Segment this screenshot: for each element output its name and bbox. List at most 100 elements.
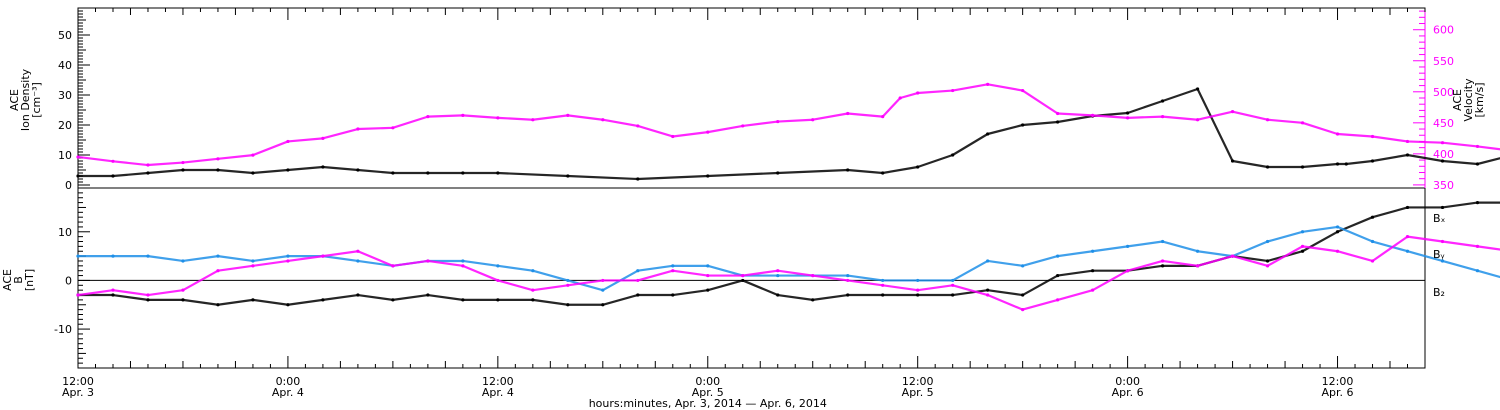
top-right-axis-title-line: [km/s] xyxy=(1473,82,1486,117)
bx-series-point xyxy=(1475,200,1480,205)
bz-series-point xyxy=(986,293,990,297)
bx-series-point xyxy=(986,288,990,292)
bz-series-point xyxy=(1370,259,1375,263)
bottom-y-tick-label: -10 xyxy=(54,323,72,336)
bz-series-point xyxy=(846,278,850,283)
bx-series-point xyxy=(636,293,640,297)
ion-density-series-point xyxy=(111,174,115,178)
velocity-series-point xyxy=(1440,141,1445,145)
by-series-point xyxy=(986,259,990,263)
bx-series-point xyxy=(1021,293,1025,297)
ion-density-series-point xyxy=(356,168,360,172)
ion-density-series-point xyxy=(1230,159,1235,163)
ion-density-series-point xyxy=(1265,165,1270,169)
ion-density-series-point xyxy=(951,153,955,157)
top-y-right-tick-label: 600 xyxy=(1433,24,1454,37)
bx-series-point xyxy=(426,293,430,297)
velocity-series-point xyxy=(1160,115,1165,119)
bz-series-point xyxy=(251,264,255,268)
bz-series-point xyxy=(741,273,745,278)
bz-series-point xyxy=(286,259,290,263)
by-series-point xyxy=(111,254,115,258)
velocity-series-point xyxy=(741,124,745,128)
by-series-point xyxy=(286,254,290,258)
x-tick-date: Apr. 5 xyxy=(692,386,724,399)
bx-series-point xyxy=(1370,215,1375,219)
x-tick-date: Apr. 5 xyxy=(902,386,934,399)
by-series-point xyxy=(1091,249,1095,253)
ion-density-series-point xyxy=(251,171,255,175)
velocity-series-point xyxy=(1265,118,1270,122)
velocity-series-point xyxy=(601,118,605,122)
bz-series-point xyxy=(356,249,360,253)
by-series-point xyxy=(1335,225,1340,229)
velocity-series-point xyxy=(706,130,710,134)
velocity-series-point xyxy=(986,82,990,86)
bz-series-point xyxy=(811,273,815,278)
bz-series-point xyxy=(1300,244,1305,248)
bottom-left-axis-title-line: [nT] xyxy=(23,269,36,291)
bz-series-point xyxy=(1265,264,1270,268)
velocity-series-point xyxy=(461,113,465,117)
ion-density-series-point xyxy=(1370,159,1375,163)
ion-density-series-point xyxy=(776,171,780,175)
top-y-right-tick-label: 400 xyxy=(1433,148,1454,161)
ion-density-series-point xyxy=(1344,162,1348,166)
by-series-point xyxy=(1056,254,1060,258)
bx-series-point xyxy=(1091,269,1095,273)
bottom-left-axis-title-line: B xyxy=(12,276,25,284)
ion-density-series-point xyxy=(426,171,430,175)
velocity-series-trace xyxy=(77,83,1500,167)
bx-series-point xyxy=(1160,264,1165,268)
top-y-tick-label: 0 xyxy=(65,179,72,192)
top-left-axis-title-line: Ion Density xyxy=(19,68,32,131)
bz-series-point xyxy=(391,264,395,268)
by-series-point xyxy=(951,278,955,283)
by-series-point xyxy=(1300,230,1305,234)
bx-series-point xyxy=(566,303,570,307)
velocity-series-point xyxy=(146,163,150,167)
velocity-series-point xyxy=(566,113,570,117)
ion-density-series-point xyxy=(881,171,885,175)
by-series-point xyxy=(496,264,500,268)
bx-series-point xyxy=(461,298,465,302)
bx-series-point xyxy=(1300,249,1305,253)
velocity-series-point xyxy=(76,155,80,159)
top-y-tick-label: 50 xyxy=(58,29,72,42)
by-series-point xyxy=(146,254,150,258)
bx-series-point xyxy=(881,293,885,297)
velocity-series xyxy=(76,82,1500,167)
bz-series-point xyxy=(1160,259,1165,263)
velocity-series-point xyxy=(251,153,255,157)
bz-series-trace xyxy=(77,235,1500,311)
bx-series-point xyxy=(1335,230,1340,234)
x-tick-date: Apr. 4 xyxy=(272,386,304,399)
velocity-series-point xyxy=(898,96,902,100)
ion-density-series-point xyxy=(391,171,395,175)
bz-series-point xyxy=(146,293,150,297)
bottom-panel-frame xyxy=(77,187,1426,369)
bx-series-point xyxy=(1056,273,1060,278)
by-series-point xyxy=(601,288,605,292)
bz-series-point xyxy=(566,283,570,287)
velocity-series-point xyxy=(531,118,535,122)
ion-density-series-trace xyxy=(78,87,1500,181)
x-tick-date: Apr. 4 xyxy=(482,386,514,399)
x-tick-date: Apr. 6 xyxy=(1322,386,1354,399)
velocity-series-point xyxy=(426,115,430,119)
bz-series-point xyxy=(1335,249,1340,253)
bx-series-point xyxy=(741,278,745,283)
top-y-tick-label: 30 xyxy=(58,89,72,102)
bx-series-point xyxy=(111,293,115,297)
by-series-point xyxy=(1475,269,1480,273)
bz-series-point xyxy=(426,259,430,263)
ion-density-series-point xyxy=(76,174,80,178)
by-series-point xyxy=(1160,239,1165,244)
x-tick-time: 12:00 xyxy=(482,375,514,388)
bz-series-point xyxy=(461,264,465,268)
bz-series-point xyxy=(496,278,500,283)
velocity-series-point xyxy=(181,160,185,165)
by-series-point xyxy=(1265,239,1270,244)
ion-density-series-point xyxy=(846,168,850,172)
